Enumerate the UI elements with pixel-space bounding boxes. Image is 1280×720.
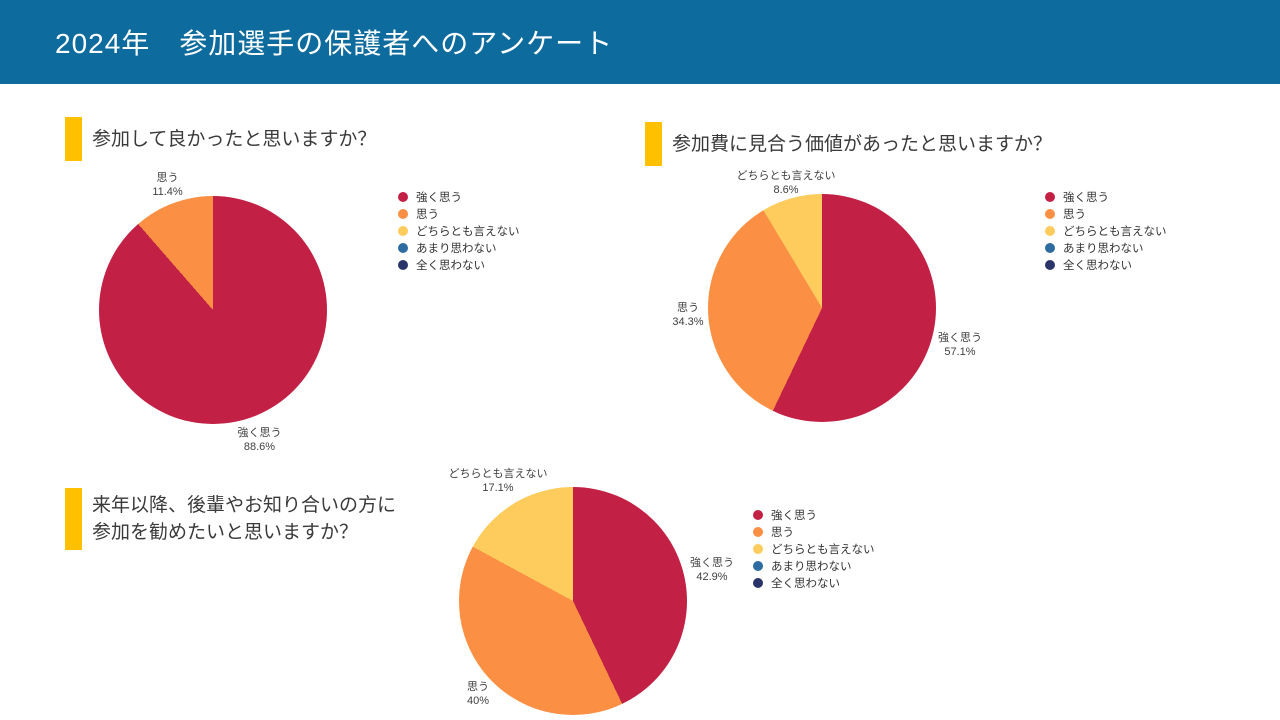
legend-item: 全く思わない — [753, 574, 875, 591]
pie1-label-tsuyoku-omou: 強く思う 88.6% — [212, 426, 307, 454]
legend-swatch-icon — [753, 509, 763, 520]
legend-swatch-icon — [1045, 259, 1055, 270]
question-1: 参加して良かったと思いますか？ — [65, 117, 376, 161]
legend-swatch-icon — [1045, 208, 1055, 219]
question-1-text: 参加して良かったと思いますか？ — [92, 128, 377, 150]
question-3: 来年以降、後輩やお知り合いの方に 参加を勧めたいと思いますか？ — [65, 488, 396, 550]
pie3-label-omou: 思う 40% — [440, 680, 516, 708]
question-3-line2: 参加を勧めたいと思いますか？ — [92, 522, 359, 543]
legend-item: 強く思う — [1045, 188, 1167, 205]
legend-label: 思う — [416, 208, 439, 221]
legend-swatch-icon — [753, 577, 763, 588]
pie-label-name: 思う — [677, 302, 699, 314]
legend-chart-2: 強く思う思うどちらとも言えない あまり思わない 全く思わない — [1045, 188, 1167, 273]
pie2-label-dochiratomo: どちらとも言えない 8.6% — [711, 169, 861, 197]
pie-label-pct: 17.1% — [482, 482, 514, 494]
pie3-label-dochiratomo: どちらとも言えない 17.1% — [423, 467, 573, 495]
legend-swatch-icon — [398, 225, 408, 236]
legend-label: 強く思う — [771, 509, 817, 522]
legend-label: 強く思う — [1063, 191, 1109, 204]
pie-chart-2 — [708, 194, 936, 422]
legend-item: 全く思わない — [398, 256, 520, 273]
legend-label: 全く思わない — [416, 259, 485, 272]
legend-chart-3: 強く思う思うどちらとも言えない あまり思わない 全く思わない — [753, 506, 875, 591]
legend-item: どちらとも言えない — [1045, 222, 1167, 239]
legend-swatch-icon — [753, 543, 763, 554]
legend-label: 強く思う — [416, 191, 462, 204]
pie-chart-3 — [459, 487, 687, 715]
pie1-label-omou: 思う 11.4% — [130, 171, 205, 199]
pie-label-pct: 34.3% — [672, 316, 704, 328]
legend-swatch-icon — [398, 242, 408, 253]
legend-item: 思う — [1045, 205, 1167, 222]
question-2-text: 参加費に見合う価値があったと思いますか？ — [672, 133, 1053, 155]
legend-label: 思う — [1063, 208, 1086, 221]
pie2-label-tsuyoku-omou: 強く思う 57.1% — [915, 331, 1005, 359]
pie-label-pct: 8.6% — [773, 184, 799, 196]
pie-label-name: 思う — [156, 172, 179, 184]
legend-item: 思う — [753, 523, 875, 540]
legend-swatch-icon — [1045, 225, 1055, 236]
legend-item: どちらとも言えない — [753, 540, 875, 557]
pie-label-name: どちらとも言えない — [448, 468, 548, 480]
legend-item: あまり思わない — [753, 557, 875, 574]
legend-label: あまり思わない — [1063, 242, 1144, 255]
question-2: 参加費に見合う価値があったと思いますか？ — [645, 122, 1052, 166]
question-marker-icon — [65, 117, 82, 161]
pie-label-pct: 11.4% — [152, 186, 183, 198]
pie-label-pct: 88.6% — [243, 441, 276, 453]
question-marker-icon — [645, 122, 662, 166]
legend-item: どちらとも言えない — [398, 222, 520, 239]
pie2-label-omou: 思う 34.3% — [650, 301, 726, 329]
legend-swatch-icon — [398, 208, 408, 219]
header-banner: 2024年 参加選手の保護者へのアンケート — [0, 0, 1280, 84]
legend-item: 強く思う — [753, 506, 875, 523]
question-3-line1: 来年以降、後輩やお知り合いの方に — [92, 495, 397, 516]
pie-label-name: どちらとも言えない — [736, 170, 836, 182]
legend-label: あまり思わない — [416, 242, 497, 255]
legend-swatch-icon — [753, 526, 763, 537]
legend-label: どちらとも言えない — [1063, 225, 1167, 238]
legend-swatch-icon — [398, 191, 408, 202]
legend-chart-1: 強く思う思うどちらとも言えない あまり思わない 全く思わない — [398, 188, 520, 273]
pie-label-pct: 57.1% — [944, 346, 976, 358]
legend-label: 思う — [771, 526, 794, 539]
legend-item: 思う — [398, 205, 520, 222]
pie-label-name: 強く思う — [237, 427, 282, 439]
legend-swatch-icon — [1045, 242, 1055, 253]
pie-label-pct: 42.9% — [696, 571, 728, 583]
legend-swatch-icon — [398, 259, 408, 270]
question-3-text: 来年以降、後輩やお知り合いの方に 参加を勧めたいと思いますか？ — [92, 492, 396, 546]
legend-label: あまり思わない — [771, 560, 852, 573]
legend-item: あまり思わない — [398, 239, 520, 256]
legend-swatch-icon — [753, 560, 763, 571]
legend-swatch-icon — [1045, 191, 1055, 202]
pie-label-name: 強く思う — [690, 557, 734, 569]
legend-label: どちらとも言えない — [416, 225, 520, 238]
legend-item: あまり思わない — [1045, 239, 1167, 256]
legend-label: どちらとも言えない — [771, 543, 875, 556]
pie-label-name: 強く思う — [938, 332, 982, 344]
legend-item: 強く思う — [398, 188, 520, 205]
pie-chart-1 — [99, 196, 327, 424]
pie-label-pct: 40% — [466, 695, 490, 707]
pie3-label-tsuyoku-omou: 強く思う 42.9% — [667, 556, 757, 584]
page-title: 2024年 参加選手の保護者へのアンケート — [55, 28, 614, 59]
legend-label: 全く思わない — [1063, 259, 1132, 272]
pie-label-name: 思う — [467, 681, 489, 693]
legend-item: 全く思わない — [1045, 256, 1167, 273]
question-marker-icon — [65, 488, 82, 550]
legend-label: 全く思わない — [771, 577, 840, 590]
